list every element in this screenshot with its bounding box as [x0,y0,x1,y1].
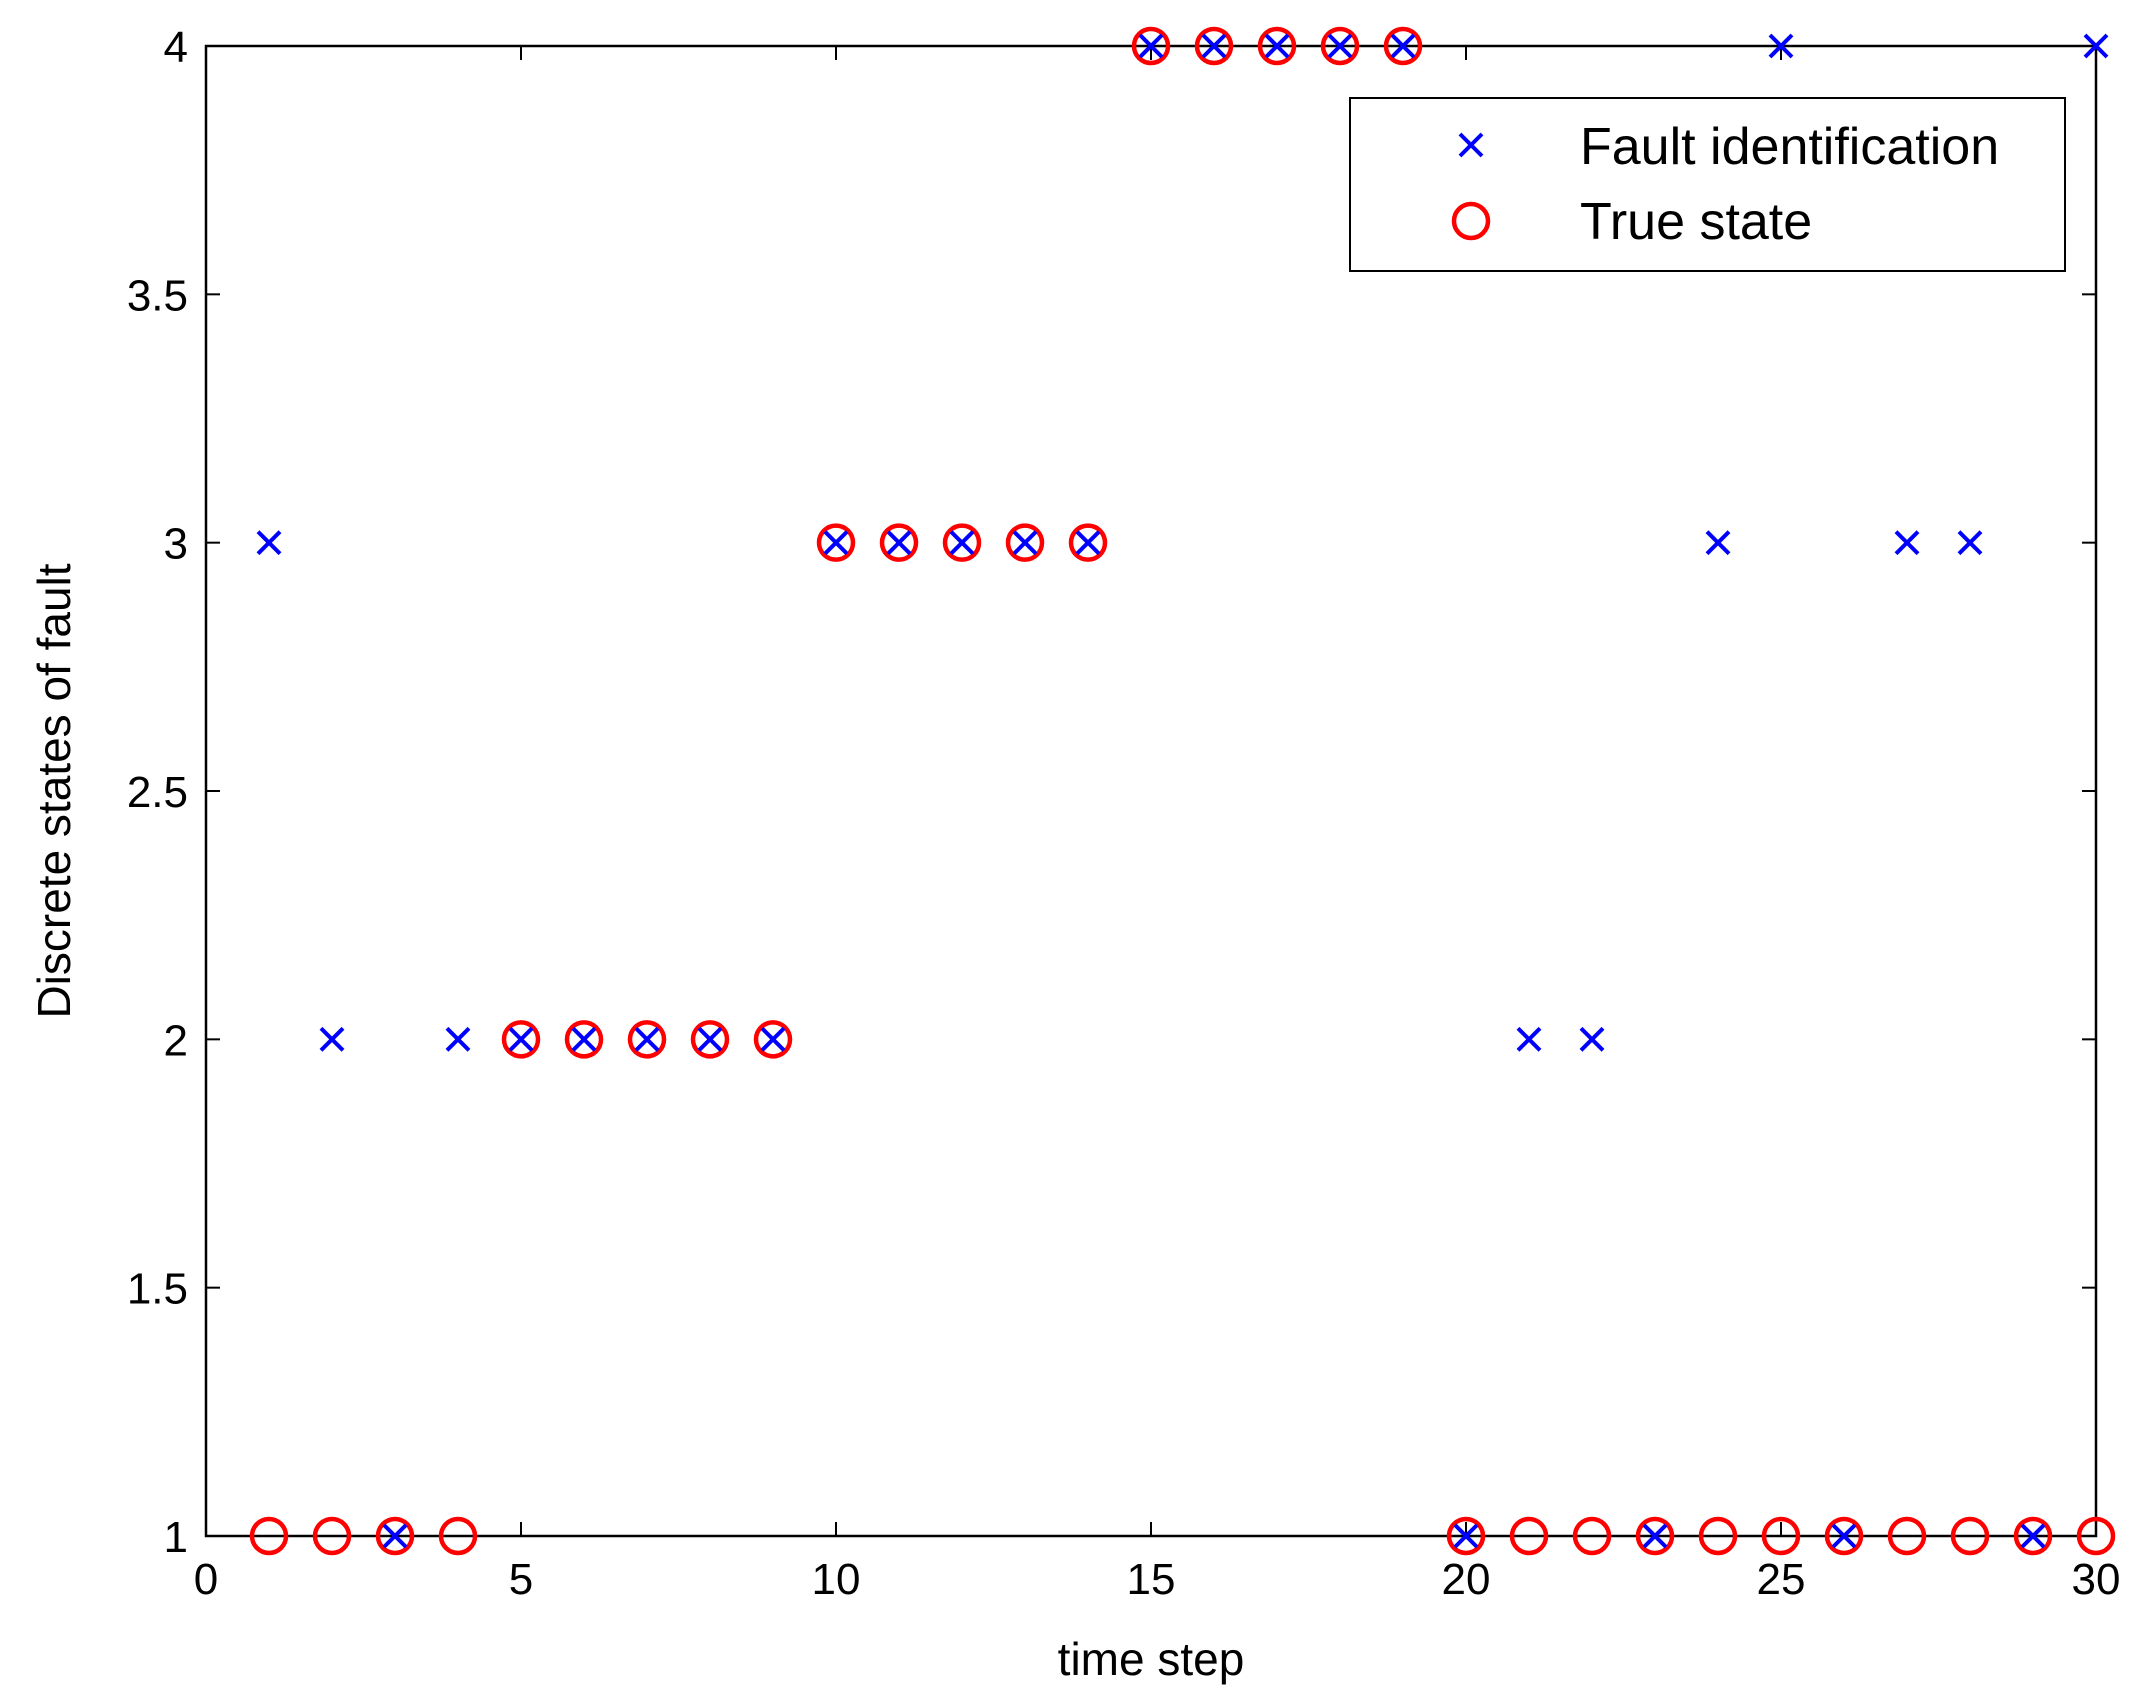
fault-identification-point [319,1026,345,1052]
fault-identification-point [886,530,912,556]
y-tick-label: 4 [164,23,188,72]
fault-identification-point [1201,33,1227,59]
true-state-point [2076,1516,2116,1556]
true-state-point [690,1020,730,1059]
x-tick-label: 10 [812,1555,861,1604]
y-axis-title: Discrete states of fault [28,563,80,1018]
y-tick-label: 2 [164,1016,188,1065]
true-state-point [1698,1516,1738,1556]
true-state-point [1320,26,1360,66]
true-state-point [1383,26,1423,66]
fault-identification-point [760,1026,786,1052]
x-tick-label: 25 [1757,1555,1806,1604]
fault-identification-point [1327,33,1353,59]
legend-label-true-state: True state [1580,193,1812,251]
y-tick-label: 2.5 [127,768,188,817]
true-state-point [1509,1516,1549,1556]
fault-identification-point [1075,530,1101,556]
legend: Fault identification True state [1349,97,2066,272]
y-axis: 1 1.5 2 2.5 3 3.5 4 [127,23,2096,1562]
fault-identification-point [1453,1523,1479,1549]
true-state-point [1887,1516,1927,1556]
true-state-point [627,1020,667,1059]
fault-identification-point [1138,33,1164,59]
fault-identification-point [1894,530,1920,556]
fault-identification-point [2020,1523,2046,1549]
y-tick-label: 1.5 [127,1265,188,1314]
true-state-point [438,1516,478,1556]
y-tick-label: 3.5 [127,271,188,320]
x-tick-label: 20 [1442,1555,1491,1604]
true-state-point [1950,1516,1990,1556]
true-state-point [312,1516,352,1556]
fault-identification-point [508,1026,534,1052]
x-tick-label: 5 [509,1555,533,1604]
fault-identification-point [1579,1026,1605,1052]
true-state-point [1761,1516,1801,1556]
true-state-point [1194,26,1234,66]
true-state-point [2013,1516,2053,1556]
true-state-point [375,1516,415,1556]
fault-identification-point [1957,530,1983,556]
true-state-point [816,523,856,562]
fault-identification-point [823,530,849,556]
x-axis: 0 5 10 15 20 25 30 [194,46,2121,1604]
true-state-point [501,1020,541,1059]
y-tick-label: 3 [164,520,188,569]
fault-identification-point [1705,530,1731,556]
true-state-point [1131,26,1171,66]
fault-identification-point [1516,1026,1542,1052]
true-state-point [1005,523,1045,562]
data-points [249,26,2116,1556]
x-tick-label: 15 [1127,1555,1176,1604]
true-state-point [1635,1516,1675,1556]
true-state-point [1824,1516,1864,1556]
legend-box [1349,97,2066,272]
true-state-point [879,523,919,562]
true-state-point [1446,1516,1486,1556]
fault-identification-point [697,1026,723,1052]
x-tick-label: 0 [194,1555,218,1604]
fault-identification-point [1768,33,1794,59]
fault-identification-point [1012,530,1038,556]
fault-identification-point [1831,1523,1857,1549]
fault-identification-point [382,1523,408,1549]
y-tick-label: 1 [164,1513,188,1562]
legend-marker-fault-identification-icon [1458,132,1484,158]
x-tick-label: 30 [2072,1555,2121,1604]
true-state-point [1572,1516,1612,1556]
fault-identification-point [1390,33,1416,59]
x-axis-title: time step [1058,1633,1245,1685]
fault-identification-point [634,1026,660,1052]
fault-identification-point [1264,33,1290,59]
true-state-point [249,1516,289,1556]
true-state-point [1068,523,1108,562]
true-state-point [753,1020,793,1059]
true-state-point [942,523,982,562]
fault-identification-point [445,1026,471,1052]
true-state-point [1257,26,1297,66]
fault-identification-point [2083,33,2109,59]
fault-identification-point [571,1026,597,1052]
fault-identification-point [256,530,282,556]
true-state-point [564,1020,604,1059]
legend-label-fault-identification: Fault identification [1580,118,1999,176]
legend-marker-true-state-icon [1451,201,1491,241]
fault-identification-point [1642,1523,1668,1549]
fault-identification-point [949,530,975,556]
